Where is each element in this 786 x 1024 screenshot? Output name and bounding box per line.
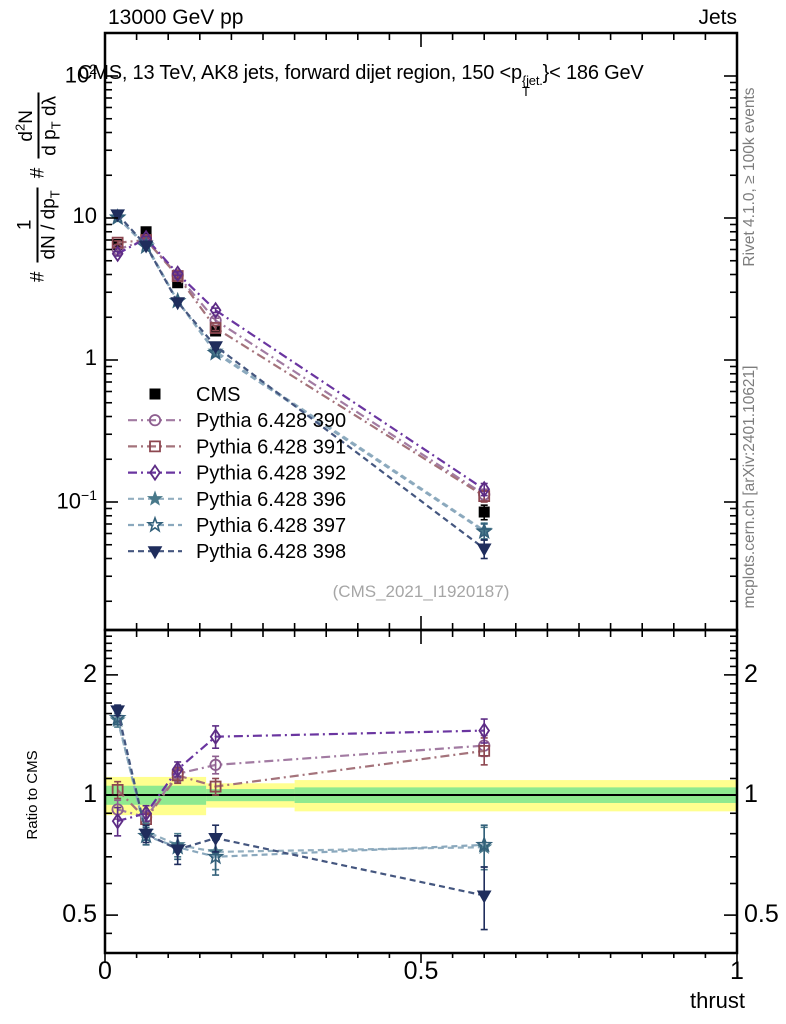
main-y-tick-label: 1 <box>84 345 97 370</box>
marker-diamond-open <box>209 301 222 319</box>
marker-diamond-open <box>140 804 152 822</box>
series-ratio-pythia-6-428-398 <box>110 704 492 931</box>
marker-square-open <box>209 780 222 793</box>
legend-item-3: Pythia 6.428 392 <box>128 463 346 485</box>
ratio-y-tick-label-right: 2 <box>744 659 758 688</box>
legend-item-2: Pythia 6.428 391 <box>128 436 346 458</box>
plot-title: CMS, 13 TeV, AK8 jets, forward dijet reg… <box>78 62 644 100</box>
marker-triangle-down <box>476 543 492 557</box>
legend-item-label: Pythia 6.428 391 <box>196 436 346 458</box>
x-axis-title: thrust <box>689 988 745 1013</box>
marker-star-open <box>206 847 225 865</box>
marker-diamond-open <box>478 480 491 498</box>
main-y-tick-label: 102 <box>64 61 97 88</box>
marker-circle-open <box>209 758 222 771</box>
marker-square-open <box>140 813 152 826</box>
legend-item-5: Pythia 6.428 397 <box>128 515 346 537</box>
marker-star-open <box>475 522 494 539</box>
beam-energy-label: 13000 GeV pp <box>108 6 244 29</box>
marker-square-open <box>111 783 124 796</box>
marker-triangle-down <box>208 833 223 847</box>
marker-square-open <box>478 744 491 757</box>
marker-diamond-open <box>209 728 222 746</box>
x-tick-label: 1 <box>730 957 744 985</box>
marker-square-open <box>171 769 184 782</box>
legend-item-label: Pythia 6.428 390 <box>196 410 346 432</box>
marker-diamond-open <box>478 722 491 740</box>
marker-triangle-down <box>138 828 154 842</box>
marker-square-open <box>111 236 124 249</box>
marker-square-open <box>209 322 222 334</box>
ratio-y-tick-label-left: 0.5 <box>62 900 97 929</box>
marker-triangle-down <box>208 341 223 355</box>
marker-square-open <box>149 440 161 453</box>
hash-symbol: # <box>27 167 49 179</box>
plot-title-sub: T <box>521 84 530 100</box>
legend-item-1: Pythia 6.428 390 <box>128 410 346 432</box>
marker-square-open <box>171 270 184 282</box>
marker-star-open <box>108 708 127 726</box>
x-tick-label: 0.5 <box>403 957 439 985</box>
hash-symbol: # <box>27 271 49 283</box>
marker-triangle-down <box>110 209 125 223</box>
legend-item-label: CMS <box>196 384 240 406</box>
analysis-topic-label: Jets <box>698 6 737 29</box>
legend-item-label: Pythia 6.428 397 <box>196 515 346 537</box>
marker-square-filled <box>478 506 490 518</box>
plot-title-sup: {jet. <box>521 73 543 88</box>
ratio-y-tick-label-right: 1 <box>744 780 758 808</box>
marker-triangle-down <box>138 240 154 254</box>
main-y-tick-label: 10−1 <box>56 487 97 514</box>
legend-item-label: Pythia 6.428 392 <box>196 463 346 485</box>
series-main-pythia-6-428-398 <box>110 209 492 560</box>
marker-star-filled <box>146 490 164 506</box>
rivet-version-label: Rivet 4.1.0, ≥ 100k events <box>741 87 758 267</box>
marker-diamond-open <box>111 245 124 263</box>
marker-square-filled <box>149 388 161 400</box>
series-ratio-pythia-6-428-391 <box>111 737 491 827</box>
x-tick-label: 0 <box>98 957 112 985</box>
pt-jet-stack: {jet. T <box>521 73 543 100</box>
marker-triangle-down <box>170 844 186 858</box>
fraction-2: d2N d pT dλ <box>12 92 64 159</box>
marker-square-open <box>478 490 491 503</box>
legend-item-6: Pythia 6.428 398 <box>128 541 346 563</box>
marker-star-open <box>475 835 494 853</box>
marker-triangle-down <box>147 546 163 560</box>
plot-title-prefix: CMS, 13 TeV, AK8 jets, forward dijet reg… <box>78 62 522 84</box>
mcplots-reference-label: mcplots.cern.ch [arXiv:2401.10621] <box>741 365 758 609</box>
ratio-line-pythia-6-428-391 <box>116 749 485 821</box>
marker-diamond-open <box>171 265 184 283</box>
legend-item-label: Pythia 6.428 398 <box>196 541 346 563</box>
legend-item-4: Pythia 6.428 396 <box>128 489 346 511</box>
marker-diamond-open <box>149 464 161 482</box>
ratio-y-tick-label-left: 1 <box>83 780 97 808</box>
main-y-tick-label: 10 <box>72 203 97 228</box>
marker-star-open <box>146 515 164 533</box>
ratio-y-tick-label-right: 0.5 <box>744 900 779 929</box>
analysis-id-watermark: (CMS_2021_I1920187) <box>332 582 510 601</box>
marker-triangle-down <box>110 705 125 719</box>
legend-item-label: Pythia 6.428 396 <box>196 489 346 511</box>
legend-item-0: CMS <box>149 384 240 406</box>
marker-triangle-down <box>170 297 186 311</box>
marker-diamond-open <box>171 760 184 778</box>
ratio-y-tick-label-left: 2 <box>83 659 97 688</box>
marker-diamond-open <box>111 812 124 830</box>
marker-circle-open <box>148 414 162 427</box>
marker-triangle-down <box>476 890 492 904</box>
series-ratio-pythia-6-428-392 <box>111 718 491 837</box>
plot-title-suffix: }< 186 GeV <box>542 62 644 84</box>
